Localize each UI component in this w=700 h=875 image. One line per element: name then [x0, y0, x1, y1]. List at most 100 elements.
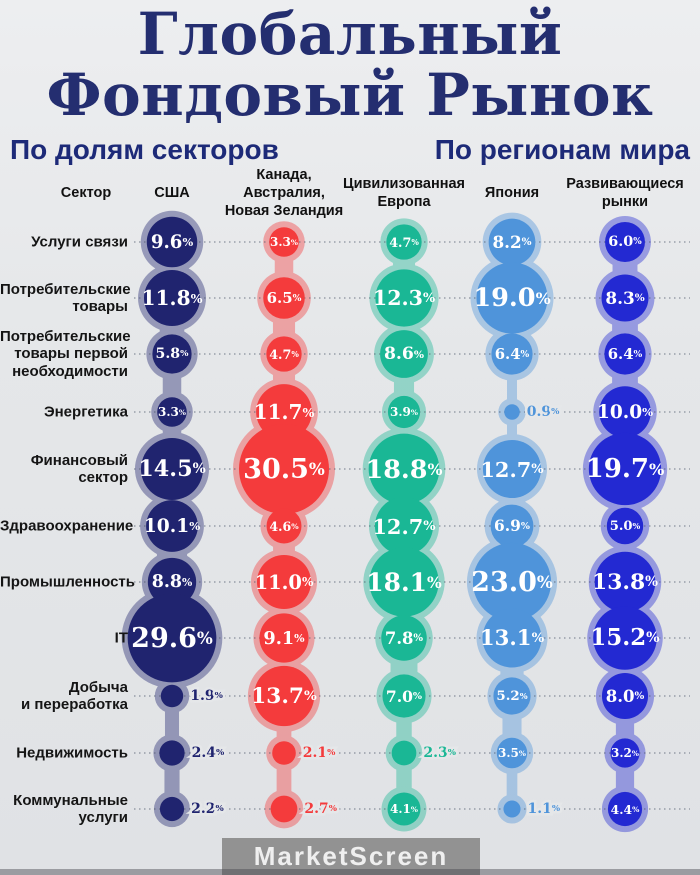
row-label-line: Потребительские	[0, 328, 131, 346]
row-label: Услуги связи	[0, 233, 128, 250]
row-label: Недвижимость	[0, 744, 128, 761]
bubble-value: 7.8%	[385, 629, 424, 648]
bubble-value-number: 6.0	[608, 234, 633, 250]
bubble	[266, 508, 302, 544]
bubble-value-suffix: %	[414, 348, 424, 361]
row-label: Энергетика	[0, 403, 128, 420]
bubble-value-number: 5.2	[496, 688, 519, 704]
bubble	[157, 397, 187, 427]
bubble-value-suffix: %	[552, 804, 561, 814]
bubble-value-suffix: %	[634, 349, 643, 360]
bubble-value-number: 4.4	[611, 802, 633, 817]
bubble-value-number: 2.7	[304, 801, 328, 817]
row-label-line: услуги	[78, 809, 128, 826]
row-label: Потребительские товары	[0, 281, 131, 316]
bubble	[588, 432, 662, 506]
bubble-value-number: 13.1	[480, 626, 532, 651]
bubble	[472, 542, 552, 622]
row-label: Добыча и переработка	[0, 679, 128, 714]
bubble-value-suffix: %	[291, 522, 299, 531]
bubble-value-outside: 2.7%	[304, 801, 337, 817]
page-title-line2: Фондовый Рынок	[46, 61, 654, 130]
bubble-value-suffix: %	[520, 691, 528, 701]
bubble	[504, 404, 520, 420]
bubble	[386, 224, 422, 260]
bubble	[374, 496, 434, 556]
bubble-value: 6.9%	[494, 517, 530, 535]
bubble-value-number: 6.4	[495, 346, 521, 363]
bubble-value-number: 4.6	[269, 519, 291, 534]
bubble-value: 3.2%	[611, 746, 639, 760]
bubble-value-number: 12.3	[373, 286, 423, 310]
bubble-value-number: 2.2	[191, 801, 215, 817]
bubble-value-suffix: %	[642, 405, 653, 419]
bubble-value-suffix: %	[521, 349, 530, 360]
bubble-value-suffix: %	[633, 237, 642, 247]
bubble	[238, 423, 330, 515]
bubble-value-number: 11.7	[254, 400, 303, 424]
bubble-value-number: 29.6	[131, 623, 197, 654]
row-label-line: Промышленность	[0, 573, 135, 591]
bubble	[601, 672, 649, 720]
bubble-value-number: 4.7	[269, 347, 291, 362]
bubble	[594, 551, 656, 613]
bubble-value-number: 18.8	[366, 454, 428, 484]
bubble-value-number: 3.3	[158, 405, 179, 419]
page-title: Глобальный Фондовый Рынок	[0, 3, 700, 130]
bubble-value: 23.0%	[471, 567, 553, 598]
bubble-value-number: 19.7	[586, 454, 649, 484]
sector-column-header: Сектор	[60, 185, 112, 202]
bubble-value: 12.7%	[372, 514, 435, 539]
bubble-value-suffix: %	[329, 804, 338, 814]
halo-ribbon	[164, 696, 180, 753]
bubble-value-outside: 1.9%	[190, 688, 223, 704]
bubble-value: 4.7%	[269, 347, 299, 362]
row-label-line: товары первой	[14, 345, 128, 363]
bubble-value-number: 8.2	[492, 232, 521, 252]
bubble-value-number: 7.0	[386, 687, 413, 706]
bubble-value-suffix: %	[302, 575, 314, 589]
bubble	[601, 274, 649, 322]
bubble-value-number: 0.9	[527, 404, 551, 420]
row-label: IT	[0, 629, 128, 646]
bubble-value-suffix: %	[537, 572, 553, 592]
bubble-value-suffix: %	[536, 289, 551, 308]
bubble-value-suffix: %	[309, 459, 325, 479]
bubble-value: 8.0%	[606, 686, 645, 706]
bubble	[159, 740, 185, 766]
row-label: Здравоохранение	[0, 517, 133, 534]
bubble-value: 7.0%	[386, 687, 422, 706]
bubble-value: 18.8%	[366, 454, 443, 484]
bubble-value-number: 3.5	[498, 746, 519, 760]
bubble-value: 29.6%	[131, 623, 213, 654]
bubble	[146, 216, 198, 268]
bubble	[380, 330, 428, 378]
bubble	[266, 336, 302, 372]
bubble-value: 5.2%	[496, 688, 527, 704]
bubble-value: 12.3%	[373, 286, 435, 310]
bubble-value-number: 14.5	[138, 456, 192, 482]
bubble-value: 5.0%	[610, 519, 641, 534]
bubble-value-number: 10.0	[597, 402, 642, 423]
bubble-value-outside: 2.4%	[192, 745, 225, 761]
row-label: Финансовый сектор	[0, 452, 128, 487]
bubble	[146, 500, 198, 552]
bubble	[488, 218, 536, 266]
bubble-value: 8.6%	[384, 344, 424, 364]
bubble-value-number: 9.6	[151, 232, 183, 253]
bubble-value-outside: 2.1%	[303, 745, 336, 761]
row-label-line: Услуги связи	[31, 233, 128, 251]
bubble-value: 13.7%	[251, 684, 317, 709]
bubble-value: 15.2%	[590, 625, 660, 651]
bubble	[496, 737, 528, 769]
bubble-value-number: 1.9	[190, 688, 214, 704]
halo-ribbon	[507, 354, 517, 412]
bubble-value-number: 8.8	[152, 572, 182, 592]
column-header: Цивилизованная Европа	[343, 176, 465, 212]
column-header-line: Развивающиеся	[566, 176, 684, 193]
bubble-value-number: 2.1	[303, 745, 327, 761]
bubble-value: 30.5%	[243, 454, 325, 485]
bubble-value: 10.1%	[144, 515, 200, 537]
column-header-line: Канада,	[256, 167, 312, 184]
